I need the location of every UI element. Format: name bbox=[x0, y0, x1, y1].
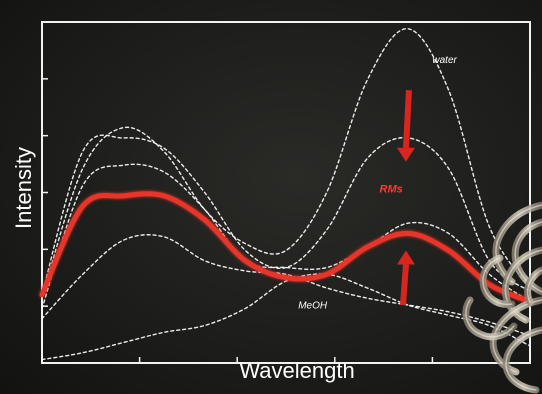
arrow-down-water bbox=[396, 90, 415, 162]
tendril-highlight bbox=[526, 269, 542, 303]
change-arrows bbox=[396, 90, 415, 306]
x-axis-label: Wavelength bbox=[239, 358, 354, 383]
tendril-highlight bbox=[495, 204, 542, 283]
micelle-tendrils-decoration bbox=[462, 201, 542, 394]
tendril-highlight bbox=[482, 257, 513, 306]
annotations: water RMs MeOH bbox=[298, 55, 457, 312]
annotation-meoh: MeOH bbox=[298, 300, 328, 311]
arrow-shaft bbox=[399, 264, 409, 306]
series-line-unlabeled-2 bbox=[41, 163, 531, 310]
annotation-water: water bbox=[432, 55, 457, 66]
series-line-meoh bbox=[41, 273, 531, 361]
arrow-head bbox=[396, 250, 415, 265]
arrow-head bbox=[396, 147, 415, 162]
series-line-water bbox=[41, 28, 531, 299]
tendril-highlight bbox=[465, 299, 515, 338]
plot-border bbox=[41, 21, 531, 364]
tendril-highlight bbox=[505, 329, 542, 391]
series-line-unlabeled-1 bbox=[41, 134, 531, 296]
series-line-rms bbox=[39, 191, 533, 305]
tendril-shape bbox=[502, 326, 542, 394]
annotation-rms: RMs bbox=[380, 184, 403, 196]
series-layer bbox=[39, 28, 533, 361]
plot-frame bbox=[41, 21, 531, 364]
axis-ticks bbox=[42, 78, 434, 363]
y-axis-label: Intensity bbox=[11, 147, 36, 229]
arrow-up-meoh bbox=[396, 250, 415, 306]
arrow-shaft bbox=[402, 90, 412, 148]
series-line-unlabeled-3 bbox=[41, 234, 531, 337]
